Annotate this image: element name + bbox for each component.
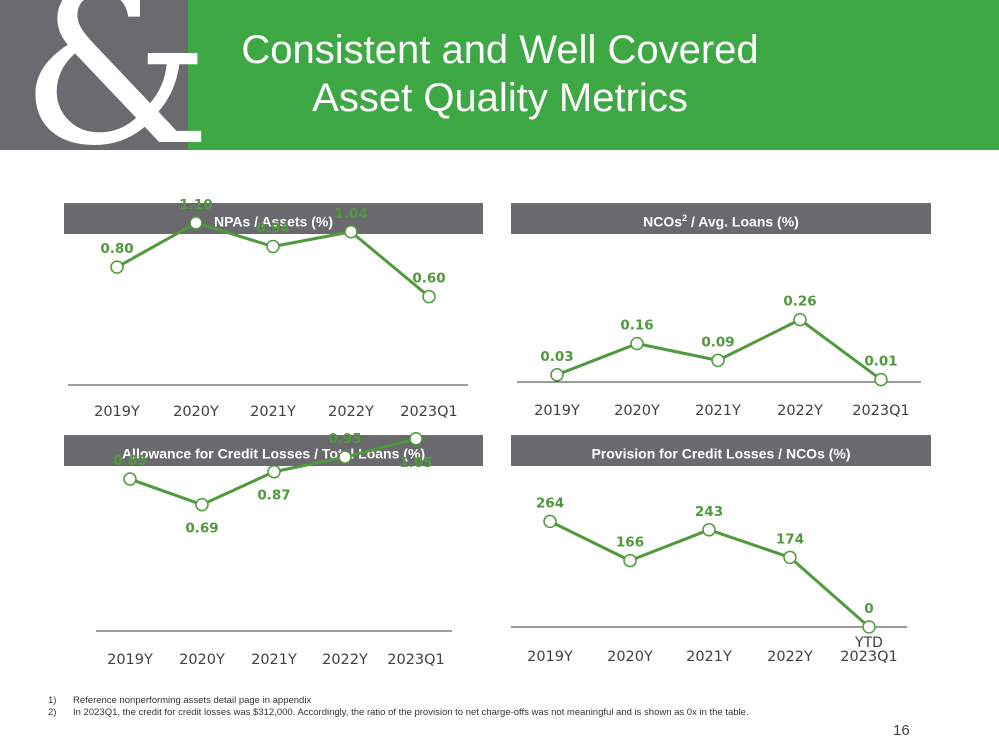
x-tick-label: 2023Q1 [400,404,458,420]
footnote-1-number: 1) [48,695,57,706]
footnote-1-text: Reference nonperforming assets detail pa… [73,695,312,706]
x-tick-label: 2023Q1 [387,652,445,668]
data-point [422,289,436,304]
data-point [123,472,137,486]
chart-allowance: 0.83 0.69 0.87 0.95 1.05 2019Y 2020Y 2021Y 2022Y… [96,431,452,668]
chart-ncos: 0.03 0.16 0.09 0.26 0.01 2019Y 2020Y 2021Y 2022Y… [517,294,921,419]
data-label: 0.09 [701,334,734,350]
data-label: 264 [536,495,564,511]
data-label: 0 [864,601,873,617]
x-tick-label: 2023Q1 [840,649,898,665]
data-point [409,432,423,446]
data-label: 1.04 [334,206,367,222]
data-point [195,497,209,512]
header-banner: & Consistent and Well Covered Asset Qual… [0,0,999,150]
x-tick-label: 2021Y [251,652,297,668]
x-tick-label: 2019Y [527,649,573,665]
data-label: 0.87 [257,488,290,504]
data-point [783,550,797,565]
data-label: 0.01 [864,354,897,370]
data-point [110,260,124,274]
chart-header-provision: Provision for Credit Losses / NCOs (%) [511,435,931,466]
data-point [630,336,644,351]
data-point [189,216,203,230]
data-point [874,372,888,387]
data-label: 0.69 [185,521,218,537]
data-point [623,553,637,568]
chart-title-rest-ncos: / Avg. Loans (%) [687,213,799,230]
series-line [549,520,870,629]
data-point [543,514,557,529]
data-label: 1.05 [399,455,432,471]
footnote-2: 2) In 2023Q1, the credit for credit loss… [48,707,808,719]
data-point [702,523,716,537]
chart-header-ncos: NCOs2 / Avg. Loans (%) [511,203,931,234]
data-point [862,620,876,634]
x-tick-label: 2019Y [94,404,140,420]
slide-title-line-2: Asset Quality Metrics [312,76,688,120]
page-number: 16 [893,722,910,739]
x-tick-label: 2023Q1 [852,403,910,419]
x-tick-label: 2019Y [107,652,153,668]
x-tick-label: 2022Y [767,649,813,665]
footnote-2-text: In 2023Q1, the credit for credit losses … [73,707,749,718]
x-tick-label: 2020Y [614,403,660,419]
data-label: 166 [616,535,644,551]
data-label: 0.26 [783,294,816,310]
data-point [267,464,281,479]
footnote-1: 1) Reference nonperforming assets detail… [48,695,808,707]
data-label: 0.60 [412,271,445,287]
x-tick-label: 2022Y [322,652,368,668]
chart-title-provision: Provision for Credit Losses / NCOs (%) [591,445,851,462]
data-point [550,368,564,382]
chart-provision: 264 166 243 174 0 2019Y 2020Y 2021Y 2022Y 2023Q1Y… [511,495,907,665]
data-point [793,312,807,327]
footnote-2-number: 2) [48,707,57,718]
slide-title: Consistent and Well Covered Asset Qualit… [200,26,800,122]
x-tick-label: 2021Y [695,403,741,419]
x-tick-label: 2022Y [328,404,374,420]
data-point [711,353,725,368]
data-label: 0.03 [540,349,573,365]
data-label: 0.80 [100,241,133,257]
data-label: 174 [776,531,804,547]
x-tick-label: 2019Y [534,403,580,419]
x-tick-label: 2020Y [179,652,225,668]
ampersand-logo: & [20,0,212,150]
logo-panel [0,0,188,150]
chart-title-sup-ncos: 2 [682,213,688,223]
chart-title-npas: NPAs / Assets (%) [213,213,334,230]
x-tick-label: 2020Y [607,649,653,665]
data-point [266,239,280,254]
x-tick-label: 2022Y [777,403,823,419]
data-point [338,450,352,464]
data-label: 0.83 [113,453,146,469]
data-label: 0.94 [256,221,289,237]
ytd-annotation: YTD [854,635,883,651]
chart-header-npas: NPAs / Assets (%) [64,203,483,234]
chart-npas: 0.80 1.10 0.94 1.04 0.60 2019Y 2020Y 2021Y 2022Y… [68,197,468,420]
x-tick-label: 2021Y [250,404,296,420]
x-tick-label: 2021Y [686,649,732,665]
chart-title-ncos: NCOs [643,213,683,230]
data-label: 243 [695,504,723,520]
data-label: 0.16 [620,318,653,334]
data-label: 1.10 [179,197,212,213]
data-point [344,225,358,239]
footnotes: 1) Reference nonperforming assets detail… [48,695,808,719]
data-label: 0.95 [328,431,361,447]
slide-title-line-1: Consistent and Well Covered [241,28,759,72]
x-tick-label: 2020Y [173,404,219,420]
